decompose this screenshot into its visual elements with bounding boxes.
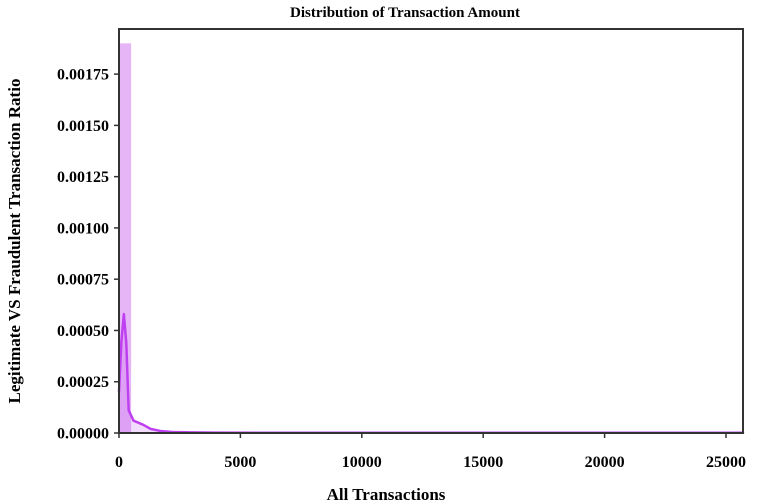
- x-tick-label-5: 25000: [706, 454, 746, 471]
- y-tick-label-7: 0.00175: [57, 67, 109, 84]
- y-tick-label-1: 0.00025: [57, 374, 109, 391]
- plot-frame: [118, 28, 744, 434]
- x-tick-label-3: 15000: [463, 454, 503, 471]
- x-tick-label-4: 20000: [585, 454, 625, 471]
- chart-title: Distribution of Transaction Amount: [290, 5, 520, 21]
- x-axis-label: All Transactions: [327, 485, 446, 503]
- x-tick-label-0: 0: [115, 454, 123, 471]
- x-tick-label-1: 5000: [224, 454, 256, 471]
- y-axis-label: Legitimate VS Fraudulent Transaction Rat…: [5, 79, 24, 404]
- y-tick-label-0: 0.00000: [57, 426, 109, 443]
- kde-curve-layer: [117, 312, 745, 435]
- x-tick-label-2: 10000: [342, 454, 382, 471]
- y-axis-ticks: 0.00000 0.00025 0.00050 0.00075 0.00100 0.001…: [57, 67, 119, 443]
- x-axis-ticks: 0 5000 10000 15000 20000 25000: [115, 433, 746, 471]
- y-tick-label-6: 0.00150: [57, 118, 109, 135]
- y-tick-label-5: 0.00125: [57, 169, 109, 186]
- y-tick-label-4: 0.00100: [57, 220, 109, 237]
- y-tick-label-3: 0.00075: [57, 272, 109, 289]
- kde-curve: [117, 312, 745, 435]
- kde-area: [119, 314, 743, 433]
- y-tick-label-2: 0.00050: [57, 323, 109, 340]
